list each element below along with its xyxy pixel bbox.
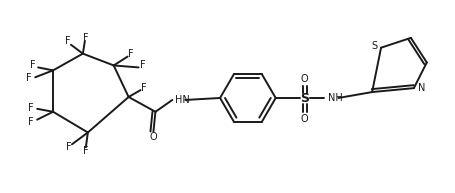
Text: F: F <box>83 146 88 156</box>
Text: HN: HN <box>175 95 190 105</box>
Text: S: S <box>299 92 308 105</box>
Text: F: F <box>83 33 88 43</box>
Text: F: F <box>28 103 34 113</box>
Text: O: O <box>300 74 308 84</box>
Text: F: F <box>65 36 71 46</box>
Text: F: F <box>127 49 133 59</box>
Text: F: F <box>141 83 146 93</box>
Text: F: F <box>28 117 34 127</box>
Text: O: O <box>149 132 157 142</box>
Text: O: O <box>300 114 308 124</box>
Text: N: N <box>417 83 425 93</box>
Text: F: F <box>26 73 32 83</box>
Text: NH: NH <box>328 93 342 103</box>
Text: F: F <box>139 60 145 70</box>
Text: F: F <box>66 142 71 152</box>
Text: S: S <box>370 41 376 51</box>
Text: F: F <box>30 60 36 70</box>
